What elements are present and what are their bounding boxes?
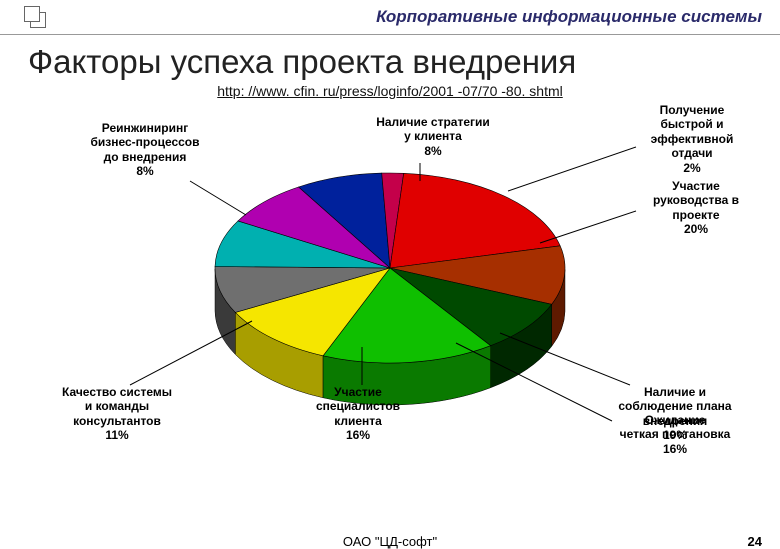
logo-square-icon — [24, 6, 40, 22]
slice-label: Реинжинирингбизнес-процессовдо внедрения… — [70, 121, 220, 179]
footer-org: ОАО "ЦД-софт" — [343, 534, 437, 549]
slice-label: Наличие стратегииу клиента8% — [368, 115, 498, 158]
slice-label: Участиеспециалистовклиента16% — [288, 385, 428, 443]
slice-label: Качество системыи командыконсультантов11… — [42, 385, 192, 443]
page-title: Факторы успеха проекта внедрения — [28, 43, 780, 81]
slice-label: Ожиданиечеткая постановка16% — [590, 413, 760, 456]
slice-label: Получениебыстрой иэффективнойотдачи2% — [632, 103, 752, 175]
pie-chart: Наличие стратегииу клиента8% Получениебыс… — [0, 103, 780, 463]
slice-label: Участиеруководства впроекте20% — [636, 179, 756, 237]
header-bar: Корпоративные информационные системы — [0, 0, 780, 35]
source-link[interactable]: http: //www. cfin. ru/press/loginfo/2001… — [0, 83, 780, 99]
page-number: 24 — [748, 534, 762, 549]
header-title: Корпоративные информационные системы — [46, 7, 780, 27]
